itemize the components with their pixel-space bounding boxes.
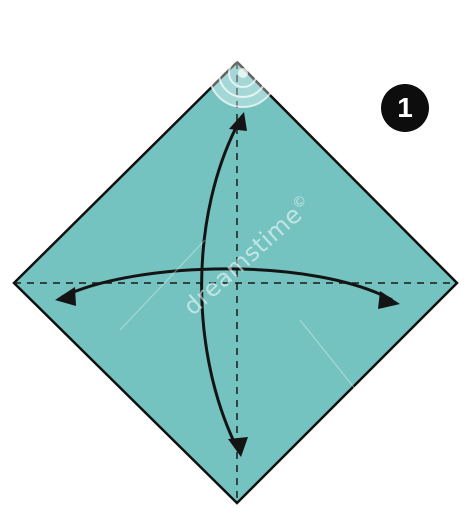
horizontal-arrow-head-right (378, 291, 400, 309)
vertical-arrow-head-bottom (228, 437, 248, 457)
vertical-fold-arrow (200, 117, 243, 451)
dreamstime-logo-icon (208, 38, 278, 108)
vertical-arrow-head-top (229, 112, 247, 131)
horizontal-arrow-head-left (55, 287, 76, 306)
watermark-lines (119, 239, 441, 471)
step-number-badge: 1 (381, 84, 429, 132)
step-number: 1 (397, 92, 413, 123)
horizontal-fold-arrow (61, 267, 393, 302)
